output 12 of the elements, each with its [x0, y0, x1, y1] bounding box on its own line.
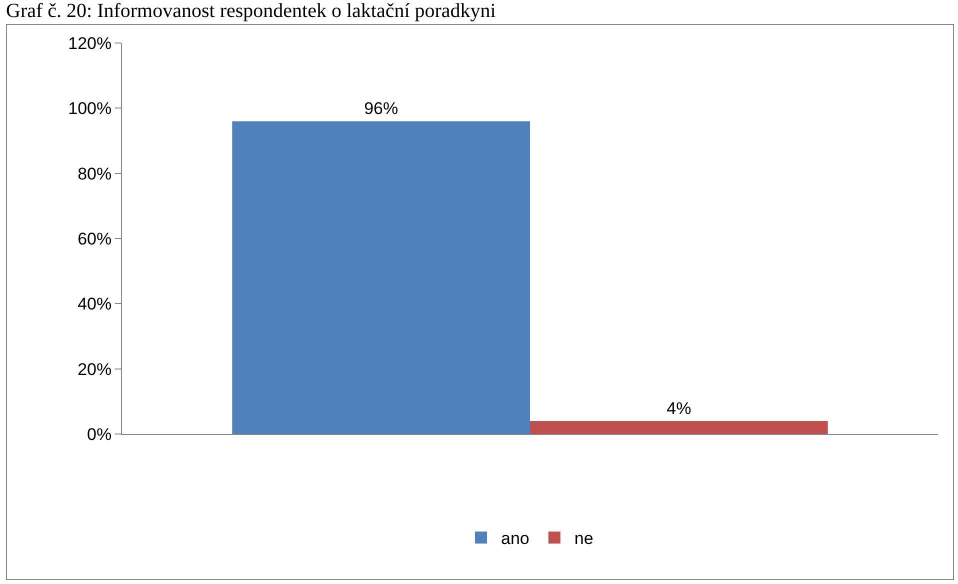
y-tick-label: 20%	[78, 360, 112, 379]
y-tick-label: 120%	[68, 34, 112, 53]
y-tick-label: 100%	[68, 99, 112, 118]
legend-label: ano	[501, 529, 530, 548]
data-label: 4%	[666, 398, 692, 418]
chart-title: Graf č. 20: Informovanost respondentek o laktační poradkyni	[6, 0, 497, 22]
legend-label: ne	[574, 529, 594, 548]
y-tick-label: 0%	[87, 424, 112, 444]
y-tick-label: 80%	[78, 164, 112, 184]
y-tick-label: 60%	[78, 229, 112, 248]
y-tick-label: 40%	[78, 294, 112, 314]
data-label: 96%	[364, 99, 398, 118]
